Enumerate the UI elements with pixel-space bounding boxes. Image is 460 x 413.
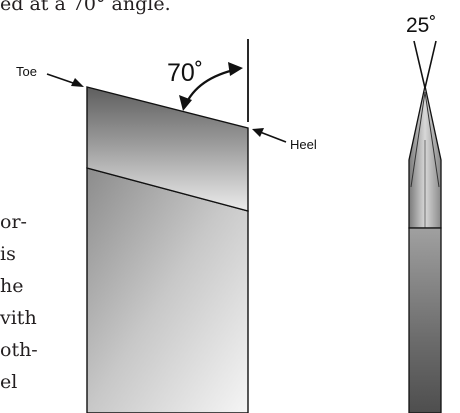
- angle-ray-left: [413, 40, 426, 89]
- side-bevel-line-right: [424, 91, 440, 188]
- body-text-line: or-: [0, 211, 27, 233]
- body-text-line: el: [0, 371, 18, 393]
- side-body: [408, 227, 442, 413]
- heel-label: Heel: [290, 137, 317, 152]
- blade-side-view: 25˚: [406, 14, 442, 413]
- heel-pointer-arrowhead: [252, 128, 264, 137]
- body-text-top-fragment: ed at a 70° angle.: [0, 0, 171, 15]
- side-bevel-line-left: [410, 91, 426, 188]
- body-text-line: is: [0, 243, 16, 265]
- sharpening-angle-label: 25˚: [406, 14, 436, 37]
- heel-pointer: [259, 131, 287, 143]
- body-text-line: vith: [0, 307, 37, 329]
- blade-front-view: [86, 39, 249, 413]
- body-text-line: he: [0, 275, 24, 297]
- angle-arrowhead-top: [228, 62, 243, 76]
- body-text-side-column: or- is he vith oth- el: [0, 213, 38, 405]
- toe-pointer-arrowhead: [71, 78, 84, 87]
- angle-ray-right: [424, 40, 437, 89]
- toe-pointer: [46, 73, 77, 85]
- bevel-angle-label: 70˚: [167, 59, 203, 87]
- body-text-line: oth-: [0, 339, 38, 361]
- toe-label: Toe: [16, 64, 37, 79]
- blade-bevel: [86, 86, 249, 212]
- angle-arrowhead-bottom: [179, 95, 192, 111]
